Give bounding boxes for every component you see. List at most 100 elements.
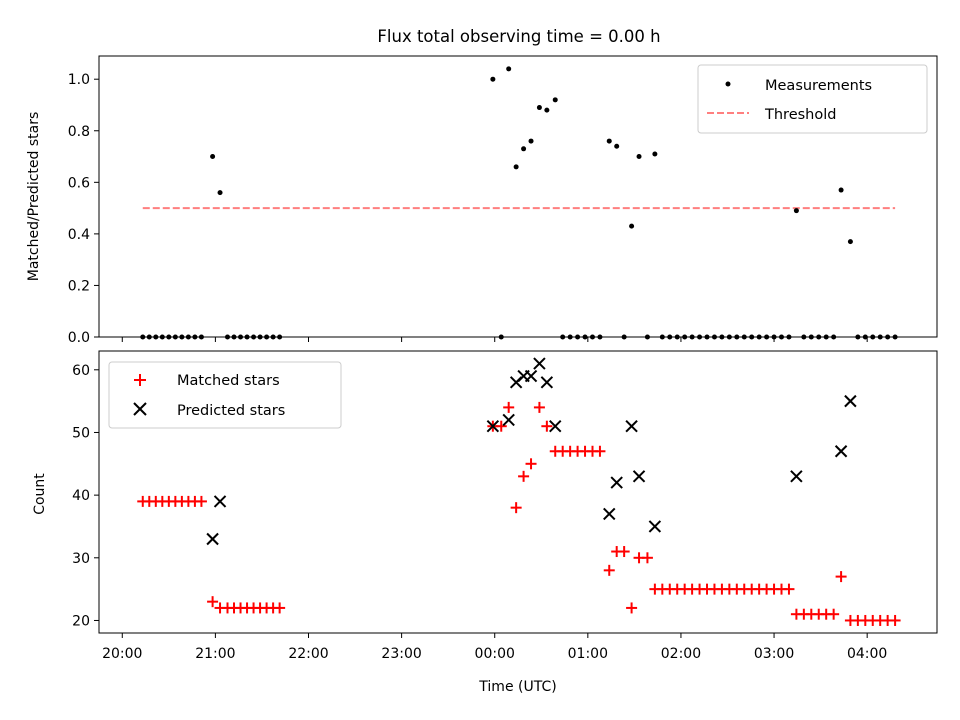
predicted-star-point bbox=[610, 476, 623, 489]
chart-title: Flux total observing time = 0.00 h bbox=[377, 27, 660, 46]
measurement-point bbox=[597, 334, 603, 340]
bottom-x-axis-label: Time (UTC) bbox=[478, 679, 556, 695]
predicted-star-point bbox=[632, 470, 646, 483]
predicted-star-point bbox=[844, 394, 857, 408]
predicted-star-point bbox=[603, 507, 616, 521]
measurement-point bbox=[659, 334, 665, 340]
measurement-point bbox=[606, 138, 612, 144]
bottom-y-tick-label: 30 bbox=[72, 551, 90, 567]
matched-star-point bbox=[503, 401, 515, 413]
measurement-point bbox=[801, 334, 807, 340]
measurement-point bbox=[567, 334, 573, 340]
measurement-point bbox=[185, 334, 191, 340]
measurement-point bbox=[238, 334, 244, 340]
matched-star-point bbox=[518, 470, 530, 482]
measurement-point bbox=[552, 97, 558, 103]
measurement-point bbox=[870, 334, 876, 340]
matched-star-point bbox=[641, 552, 653, 564]
measurement-point bbox=[166, 334, 172, 340]
measurement-point bbox=[771, 334, 777, 340]
measurement-point bbox=[756, 334, 762, 340]
matched-star-point bbox=[835, 571, 847, 583]
matched-star-point bbox=[889, 614, 901, 626]
measurement-point bbox=[636, 154, 642, 160]
measurement-point bbox=[582, 334, 588, 340]
matched-star-point bbox=[783, 583, 795, 595]
measurement-point bbox=[786, 334, 792, 340]
top-y-tick-label: 0.2 bbox=[68, 278, 90, 294]
predicted-star-point bbox=[533, 357, 546, 370]
matched-stars-points bbox=[137, 401, 901, 626]
top-panel: 0.0 0.2 0.4 0.6 0.8 1.0 Matched/Predicted sta… bbox=[26, 55, 938, 346]
measurement-point bbox=[521, 146, 527, 152]
measurement-point bbox=[257, 334, 263, 340]
matched-star-point bbox=[828, 608, 840, 620]
bottom-x-tick-label: 20:00 bbox=[102, 646, 142, 662]
bottom-x-tick-label: 21:00 bbox=[195, 646, 235, 662]
matched-star-point bbox=[274, 602, 286, 614]
measurement-point bbox=[674, 334, 680, 340]
legend-predicted-marker bbox=[133, 402, 147, 416]
measurement-point bbox=[192, 334, 198, 340]
matched-star-point bbox=[525, 458, 537, 470]
measurement-point bbox=[544, 107, 550, 113]
top-x-ticks bbox=[121, 337, 868, 342]
measurement-point bbox=[764, 334, 770, 340]
measurement-point bbox=[210, 154, 216, 160]
bottom-y-ticks: 20 30 40 50 60 bbox=[72, 363, 99, 629]
measurement-point bbox=[589, 334, 595, 340]
measurement-point bbox=[831, 334, 837, 340]
measurement-point bbox=[719, 334, 725, 340]
measurement-point bbox=[172, 334, 178, 340]
legend-measurements-marker bbox=[725, 81, 731, 87]
measurement-point bbox=[652, 151, 658, 157]
measurement-point bbox=[823, 334, 829, 340]
measurement-point bbox=[536, 105, 542, 111]
measurement-point bbox=[629, 223, 635, 229]
predicted-star-point bbox=[549, 419, 562, 433]
predicted-star-point bbox=[524, 369, 538, 383]
measurement-point bbox=[159, 334, 165, 340]
predicted-star-point bbox=[790, 470, 803, 483]
measurement-point bbox=[877, 334, 883, 340]
bottom-y-axis-label: Count bbox=[32, 473, 48, 515]
measurement-point bbox=[217, 190, 223, 196]
bottom-legend-box bbox=[108, 361, 342, 429]
legend-matched-marker bbox=[134, 374, 146, 386]
bottom-legend: Matched stars Predicted stars bbox=[108, 361, 342, 429]
predicted-stars-points bbox=[206, 357, 857, 546]
measurement-point bbox=[847, 239, 853, 245]
measurement-point bbox=[697, 334, 703, 340]
matched-star-point bbox=[510, 502, 522, 514]
legend-measurements-label: Measurements bbox=[765, 78, 872, 94]
measurement-point bbox=[277, 334, 283, 340]
measurement-point bbox=[644, 334, 650, 340]
bottom-x-tick-label: 00:00 bbox=[475, 646, 515, 662]
measurement-point bbox=[198, 334, 204, 340]
measurement-point bbox=[270, 334, 276, 340]
measurement-point bbox=[251, 334, 257, 340]
top-y-tick-label: 0.0 bbox=[68, 330, 90, 346]
bottom-x-tick-label: 22:00 bbox=[288, 646, 328, 662]
legend-matched-label: Matched stars bbox=[177, 373, 280, 389]
top-y-tick-label: 0.4 bbox=[68, 227, 90, 243]
bottom-x-tick-label: 01:00 bbox=[568, 646, 608, 662]
matched-star-point bbox=[603, 564, 615, 576]
measurement-point bbox=[490, 76, 496, 82]
top-y-tick-label: 0.6 bbox=[68, 175, 90, 191]
matched-star-point bbox=[541, 420, 553, 432]
measurement-point bbox=[264, 334, 270, 340]
measurement-point bbox=[741, 334, 747, 340]
measurement-point bbox=[667, 334, 673, 340]
matched-star-point bbox=[495, 420, 507, 432]
measurement-point bbox=[224, 334, 230, 340]
measurement-point bbox=[153, 334, 159, 340]
measurement-point bbox=[179, 334, 185, 340]
predicted-star-point bbox=[540, 376, 554, 389]
measurement-points bbox=[140, 66, 898, 340]
bottom-plot-frame bbox=[98, 350, 938, 634]
measurement-point bbox=[704, 334, 710, 340]
bottom-x-tick-label: 03:00 bbox=[754, 646, 794, 662]
measurement-point bbox=[506, 66, 512, 72]
